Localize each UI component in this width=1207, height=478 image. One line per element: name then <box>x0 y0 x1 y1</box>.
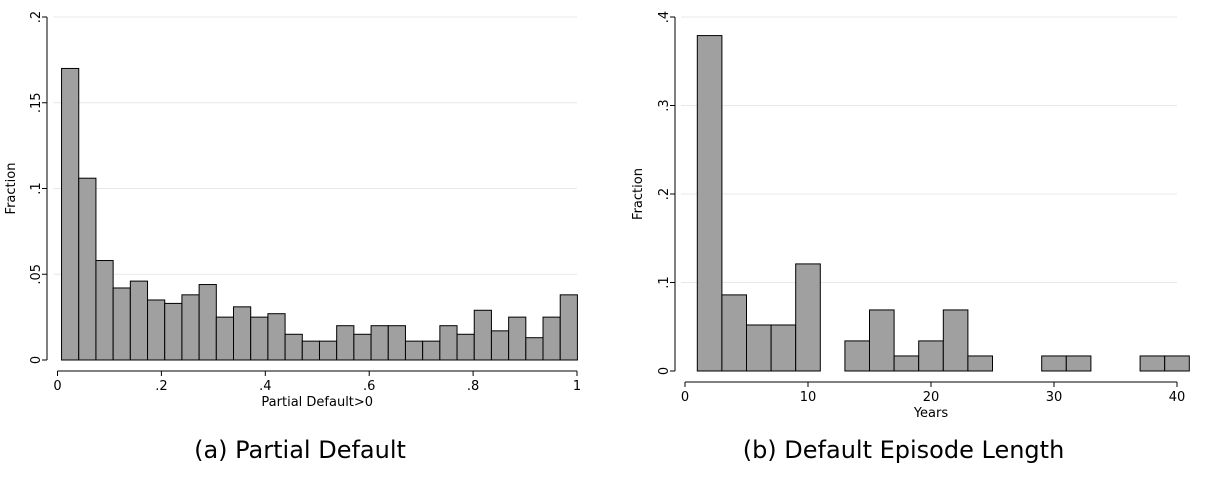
x-tick-label: 0 <box>681 390 689 405</box>
histogram-bar <box>181 294 200 361</box>
histogram-bar <box>301 340 320 361</box>
x-axis-title: Years <box>913 406 949 420</box>
histogram-bar <box>61 67 80 361</box>
x-tick-label: 40 <box>1169 390 1186 405</box>
histogram-bar <box>164 302 183 361</box>
histogram-bar <box>250 316 269 361</box>
histogram-bar <box>525 337 544 361</box>
histogram-bar <box>422 340 441 361</box>
histogram-bar <box>1041 355 1067 372</box>
histogram-bar <box>1164 355 1190 372</box>
x-tick-label: .8 <box>467 379 479 394</box>
y-axis-title: Fraction <box>4 163 19 215</box>
histogram-bar <box>112 287 131 361</box>
histogram-bar <box>129 280 149 361</box>
histogram-bar <box>770 324 797 372</box>
histogram-bar <box>284 333 303 361</box>
histogram-bar <box>353 333 372 361</box>
histogram-partial-default: 0 .05 .1 .15 .2 0 .2 .4 .6 .8 1 Partial Default>0 Fr… <box>4 11 581 410</box>
histogram-bar <box>456 333 475 361</box>
histogram-bar <box>559 294 578 361</box>
histogram-bar <box>336 325 355 361</box>
histogram-bar <box>746 324 772 372</box>
x-tick-label: .6 <box>363 379 375 394</box>
histogram-bar <box>721 294 748 372</box>
y-tick-label: .2 <box>657 188 672 200</box>
histogram-bar <box>869 309 895 372</box>
histogram-bar <box>198 284 217 361</box>
x-tick-label: 10 <box>800 390 817 405</box>
histogram-bar <box>1065 355 1092 372</box>
histogram-bar <box>893 355 920 372</box>
y-tick-label: 0 <box>657 367 672 375</box>
y-tick-label: .1 <box>657 276 672 288</box>
x-tick-label: .4 <box>259 379 271 394</box>
histogram-bar <box>233 306 252 361</box>
y-tick-label: 0 <box>29 356 44 364</box>
histogram-bar <box>78 177 97 361</box>
y-axis-title: Fraction <box>631 168 646 220</box>
y-tick-label: .05 <box>29 264 44 285</box>
x-tick-label: 0 <box>53 379 61 394</box>
caption-partial-default: (a) Partial Default <box>194 436 406 464</box>
x-tick-label: .2 <box>155 379 167 394</box>
histogram-bar <box>318 340 338 361</box>
histogram-default-episode-length: 0 .1 .2 .3 .4 0 10 20 30 40 Years Fraction <box>631 11 1190 420</box>
y-tick-label: .3 <box>657 99 672 111</box>
histogram-bar <box>147 299 166 361</box>
histogram-bar <box>215 316 235 361</box>
y-tick-label: .15 <box>29 92 44 113</box>
y-tick-label: .4 <box>657 11 672 23</box>
histogram-bar <box>696 35 723 372</box>
histogram-bar <box>439 325 458 361</box>
x-tick-label: 1 <box>573 379 581 394</box>
histogram-bar <box>844 340 870 372</box>
histogram-bar <box>508 316 527 361</box>
caption-default-episode-length: (b) Default Episode Length <box>742 436 1065 464</box>
x-axis-title: Partial Default>0 <box>261 395 373 410</box>
histogram-bar <box>404 340 424 361</box>
histogram-bar <box>942 309 969 372</box>
histogram-bar <box>918 340 944 372</box>
histogram-bar <box>95 260 114 361</box>
x-tick-label: 30 <box>1046 390 1063 405</box>
histogram-bar <box>542 316 561 361</box>
y-tick-label: .1 <box>29 182 44 194</box>
x-tick-label: 20 <box>923 390 940 405</box>
histogram-bar <box>473 309 492 361</box>
y-tick-label: .2 <box>29 11 44 23</box>
histogram-bar <box>490 330 510 361</box>
histogram-bar <box>795 263 821 372</box>
histogram-bar <box>387 325 406 361</box>
histogram-bar <box>267 313 286 361</box>
histogram-bar <box>370 325 389 361</box>
histogram-bar <box>967 355 993 372</box>
histogram-bar <box>1139 355 1166 372</box>
